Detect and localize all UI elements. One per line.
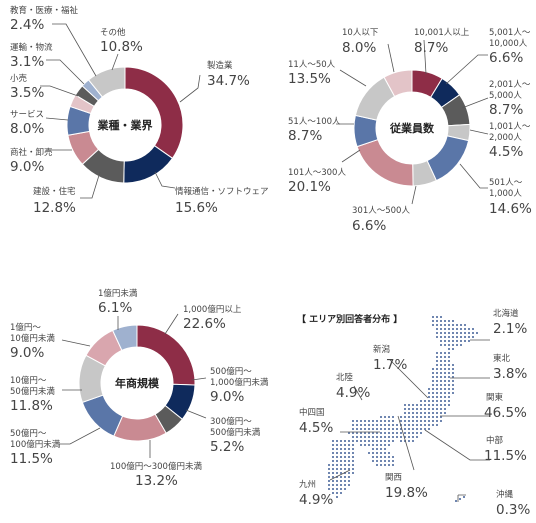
employees-chart-title: 従業員数 <box>389 121 435 135</box>
region-value-kyushu: 4.9% <box>299 492 333 508</box>
employees-donut-chart: 従業員数 10,001人以上 8.7% 5,001人～ 10,000人 6.6%… <box>288 28 532 234</box>
region-value-hokuriku: 4.9% <box>336 385 370 401</box>
c1-slice-9 <box>383 69 413 98</box>
region-label-chushikoku: 中四国 <box>299 407 325 418</box>
employees-label-8: 11人～50人 <box>288 60 336 70</box>
c2-slice-4 <box>81 394 124 437</box>
employees-label-4a: 501人～ <box>489 178 523 188</box>
region-value-niigata: 1.7% <box>373 357 407 373</box>
revenue-value-3: 13.2% <box>135 473 178 489</box>
c0-slice-0 <box>124 66 184 160</box>
revenue-chart-title: 年商規模 <box>115 376 160 390</box>
revenue-label-2b: 500億円未満 <box>210 427 261 438</box>
c0-slice-8 <box>87 66 126 98</box>
region-label-okinawa: 沖縄 <box>496 489 514 500</box>
employees-label-9: 10人以下 <box>342 28 379 38</box>
region-label-hokuriku: 北陸 <box>336 372 354 383</box>
region-label-kyushu: 九州 <box>299 480 316 490</box>
industry-donut-chart: 業種・業界 製造業 34.7% 情報通信・ソフトウェア 15.6% 建設・住宅 … <box>10 5 269 216</box>
industry-label-1: 情報通信・ソフトウェア <box>175 186 269 197</box>
revenue-label-6b: 10億円未満 <box>10 333 55 344</box>
industry-value-3: 9.0% <box>10 159 44 175</box>
employees-label-1b: 10,000人 <box>489 39 528 49</box>
region-value-hokkaido: 2.1% <box>493 321 527 337</box>
revenue-label-0: 1,000億円以上 <box>183 304 242 315</box>
region-value-tohoku: 3.8% <box>493 366 527 382</box>
industry-value-0: 34.7% <box>207 73 250 89</box>
revenue-label-5b: 50億円未満 <box>10 386 55 397</box>
revenue-label-6a: 1億円～ <box>10 322 41 333</box>
employees-value-6: 20.1% <box>288 179 331 195</box>
region-label-kanto: 関東 <box>486 392 504 403</box>
revenue-value-7: 6.1% <box>98 300 132 316</box>
employees-value-7: 8.7% <box>288 128 322 144</box>
region-label-hokkaido: 北海道 <box>493 308 519 319</box>
c1-slice-6 <box>356 138 414 187</box>
industry-value-7: 2.4% <box>10 17 44 33</box>
region-value-kansai: 19.8% <box>385 485 428 501</box>
revenue-label-1b: 1,000億円未満 <box>210 377 269 388</box>
revenue-label-1a: 500億円～ <box>210 366 252 377</box>
employees-value-4: 14.6% <box>489 201 532 217</box>
employees-value-5: 6.6% <box>352 218 386 234</box>
industry-label-3: 商社・卸売 <box>10 147 53 158</box>
employees-label-5: 301人～500人 <box>352 206 410 216</box>
employees-label-6: 101人～300人 <box>288 168 346 178</box>
industry-value-1: 15.6% <box>175 200 218 216</box>
revenue-label-4a: 50億円～ <box>10 428 47 439</box>
revenue-value-1: 9.0% <box>210 389 244 405</box>
industry-label-8: その他 <box>100 27 126 38</box>
industry-chart-title: 業種・業界 <box>97 118 153 132</box>
industry-label-5: 小売 <box>10 73 28 84</box>
employees-value-9: 8.0% <box>342 40 376 56</box>
employees-value-3: 4.5% <box>489 144 523 160</box>
map-title: 【 エリア別回答者分布 】 <box>297 313 402 325</box>
revenue-label-5a: 10億円～ <box>10 375 47 386</box>
revenue-label-4b: 100億円未満 <box>10 439 61 450</box>
region-value-chubu: 11.5% <box>484 448 527 464</box>
industry-label-6: 運輸・物流 <box>10 42 53 53</box>
employees-value-0: 8.7% <box>414 40 448 56</box>
industry-value-5: 3.5% <box>10 85 44 101</box>
employees-label-1a: 5,001人～ <box>489 28 531 38</box>
employees-label-2a: 2,001人～ <box>489 80 531 90</box>
revenue-value-5: 11.8% <box>10 398 53 414</box>
japan-dot-map <box>328 316 478 498</box>
employees-value-2: 8.7% <box>489 102 523 118</box>
employees-value-1: 6.6% <box>489 50 523 66</box>
industry-value-4: 8.0% <box>10 121 44 137</box>
revenue-value-4: 11.5% <box>10 451 53 467</box>
employees-label-2b: 5,000人 <box>489 91 522 101</box>
industry-label-7: 教育・医療・福祉 <box>10 5 79 16</box>
employees-label-4b: 1,000人 <box>489 189 522 199</box>
revenue-label-7: 1億円未満 <box>98 288 138 299</box>
region-label-chubu: 中部 <box>486 435 504 446</box>
industry-value-8: 10.8% <box>100 39 143 55</box>
region-value-kanto: 46.5% <box>484 405 527 421</box>
industry-label-0: 製造業 <box>207 60 233 71</box>
employees-label-0: 10,001人以上 <box>414 28 470 38</box>
revenue-label-2a: 300億円～ <box>210 416 252 427</box>
region-value-chushikoku: 4.5% <box>299 420 333 436</box>
japan-region-map: 【 エリア別回答者分布 】 北海道 2.1% 東北 3.8% 関東 46.5% … <box>297 308 530 518</box>
c2-slice-7 <box>111 324 138 351</box>
region-label-tohoku: 東北 <box>493 353 511 364</box>
industry-label-2: 建設・住宅 <box>33 186 76 197</box>
employees-value-8: 13.5% <box>288 71 331 87</box>
industry-value-2: 12.8% <box>33 200 76 216</box>
revenue-value-6: 9.0% <box>10 345 44 361</box>
revenue-donut-chart: 年商規模 1,000億円以上 22.6% 500億円～ 1,000億円未満 9.… <box>10 288 269 489</box>
revenue-value-2: 5.2% <box>210 439 244 455</box>
revenue-value-0: 22.6% <box>183 316 226 332</box>
region-value-okinawa: 0.3% <box>496 502 530 518</box>
industry-label-4: サービス <box>10 110 44 120</box>
employees-label-7: 51人～100人 <box>288 117 341 127</box>
revenue-label-3: 100億円～300億円未満 <box>110 461 202 472</box>
employees-label-3a: 1,001人～ <box>489 122 531 132</box>
region-label-kansai: 関西 <box>385 473 402 483</box>
industry-value-6: 3.1% <box>10 54 44 70</box>
region-label-niigata: 新潟 <box>373 344 391 355</box>
employees-label-3b: 2,000人 <box>489 133 522 143</box>
